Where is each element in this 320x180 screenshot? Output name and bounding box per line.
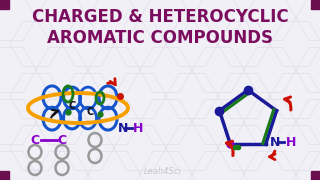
Text: C: C	[57, 134, 67, 147]
Text: H: H	[133, 122, 143, 134]
Text: N: N	[270, 136, 280, 149]
Text: N: N	[118, 122, 128, 134]
Text: C: C	[30, 134, 40, 147]
Text: C: C	[86, 107, 94, 117]
Bar	[311, 0, 320, 9]
Text: Leah4Sci: Leah4Sci	[144, 168, 182, 177]
Bar	[0, 0, 9, 9]
Text: H: H	[286, 136, 296, 149]
Bar	[0, 171, 9, 180]
Text: CHARGED & HETEROCYCLIC: CHARGED & HETEROCYCLIC	[32, 8, 288, 26]
Text: AROMATIC COMPOUNDS: AROMATIC COMPOUNDS	[47, 29, 273, 47]
Text: C: C	[68, 101, 76, 111]
Bar	[311, 171, 320, 180]
